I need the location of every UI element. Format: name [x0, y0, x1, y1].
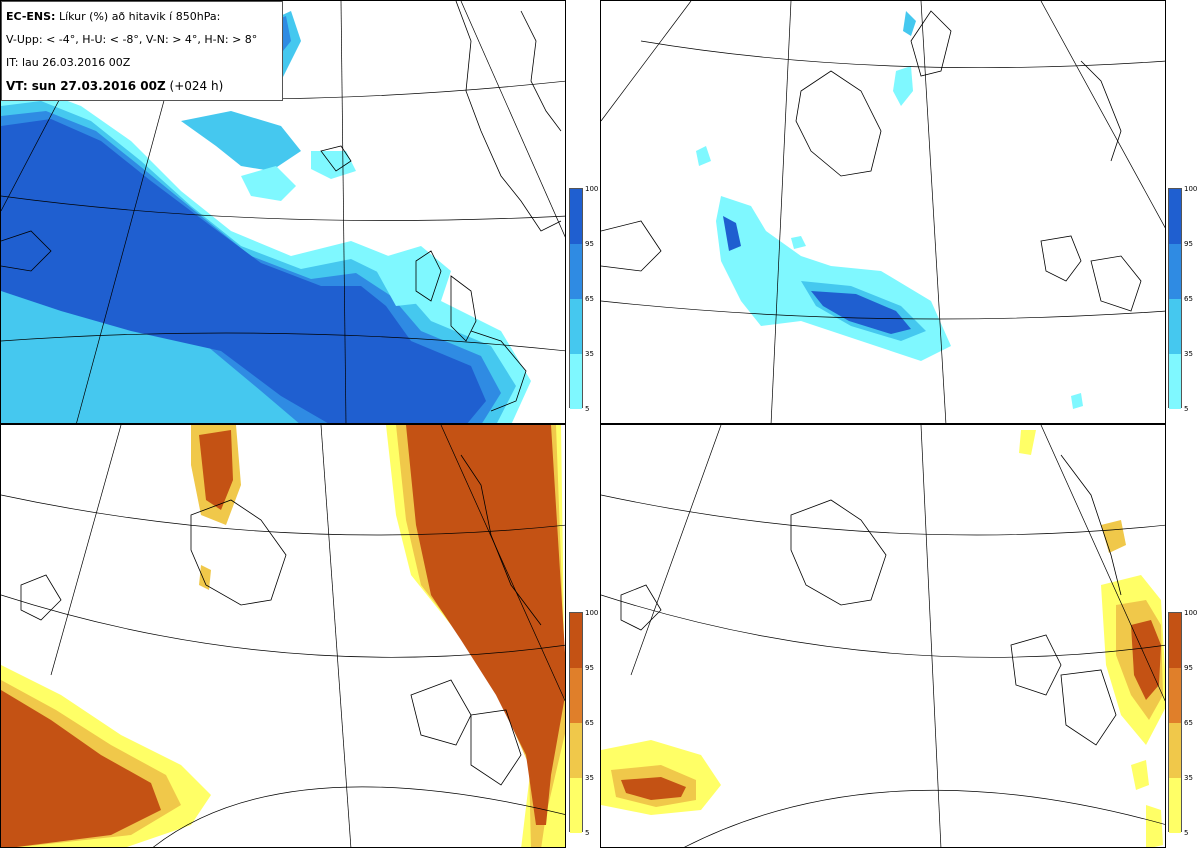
- map-panel-lower-right: [600, 424, 1166, 848]
- valid-time-label: VT: sun 27.03.2016 00Z: [6, 79, 166, 93]
- colorbar-scale: [1168, 612, 1182, 833]
- graticule: [1, 425, 565, 847]
- colorbar-tick: 35: [1184, 350, 1193, 358]
- colorbar-warm-lower-left: 100 95 65 35 5: [569, 609, 599, 837]
- graticule: [601, 425, 1165, 847]
- colorbar-tick: 95: [1184, 664, 1193, 672]
- info-valid-time: VT: sun 27.03.2016 00Z (+024 h): [6, 76, 278, 99]
- colorbar-tick: 5: [1184, 829, 1189, 837]
- colorbar-tick: 5: [1184, 405, 1189, 413]
- probability-field: [696, 11, 1083, 409]
- colorbar-tick: 35: [1184, 774, 1193, 782]
- colorbar-tick: 100: [1184, 185, 1198, 193]
- colorbar-scale: [569, 188, 583, 409]
- map-canvas: [1, 1, 565, 423]
- colorbar-tick: 35: [585, 350, 594, 358]
- probability-field: [1, 425, 565, 847]
- colorbar-tick: 100: [585, 609, 599, 617]
- colorbar-tick: 65: [1184, 295, 1193, 303]
- coastlines: [1, 1, 562, 412]
- colorbar-tick: 35: [585, 774, 594, 782]
- colorbar-tick: 100: [1184, 609, 1198, 617]
- map-panel-lower-left: [0, 424, 566, 848]
- colorbar-tick: 95: [1184, 240, 1193, 248]
- info-legend-line: V-Upp: < -4°, H-U: < -8°, V-N: > 4°, H-N…: [6, 33, 258, 46]
- coastlines: [620, 454, 1122, 746]
- forecast-hour: (+024 h): [169, 79, 224, 93]
- coastlines: [601, 10, 1142, 312]
- coastlines: [20, 454, 542, 786]
- info-init-time: IT: lau 26.03.2016 00Z: [6, 56, 131, 69]
- colorbar-tick: 5: [585, 829, 590, 837]
- probability-field: [601, 430, 1165, 847]
- map-canvas: [601, 1, 1165, 423]
- colorbar-tick: 65: [1184, 719, 1193, 727]
- graticule: [601, 1, 1165, 423]
- model-label: EC-ENS:: [6, 10, 56, 23]
- map-canvas: [601, 425, 1165, 847]
- colorbar-tick: 65: [585, 719, 594, 727]
- probability-field: [1, 11, 531, 423]
- colorbar-cold-upper-right: 100 95 65 35 5: [1168, 185, 1198, 413]
- colorbar-warm-lower-right: 100 95 65 35 5: [1168, 609, 1198, 837]
- colorbar-tick: 95: [585, 664, 594, 672]
- colorbar-tick: 5: [585, 405, 590, 413]
- map-canvas: [1, 425, 565, 847]
- colorbar-tick: 100: [585, 185, 599, 193]
- colorbar-scale: [569, 612, 583, 833]
- colorbar-scale: [1168, 188, 1182, 409]
- colorbar-tick: 95: [585, 240, 594, 248]
- colorbar-tick: 65: [585, 295, 594, 303]
- info-title-line: EC-ENS: Líkur (%) að hitavik í 850hPa:: [6, 7, 278, 30]
- map-info-box: EC-ENS: Líkur (%) að hitavik í 850hPa: V…: [1, 1, 283, 101]
- colorbar-cold-upper-left: 100 95 65 35 5: [569, 185, 599, 413]
- map-panel-upper-right: [600, 0, 1166, 424]
- variable-description: Líkur (%) að hitavik í 850hPa:: [58, 10, 221, 23]
- map-panel-upper-left: EC-ENS: Líkur (%) að hitavik í 850hPa: V…: [0, 0, 566, 424]
